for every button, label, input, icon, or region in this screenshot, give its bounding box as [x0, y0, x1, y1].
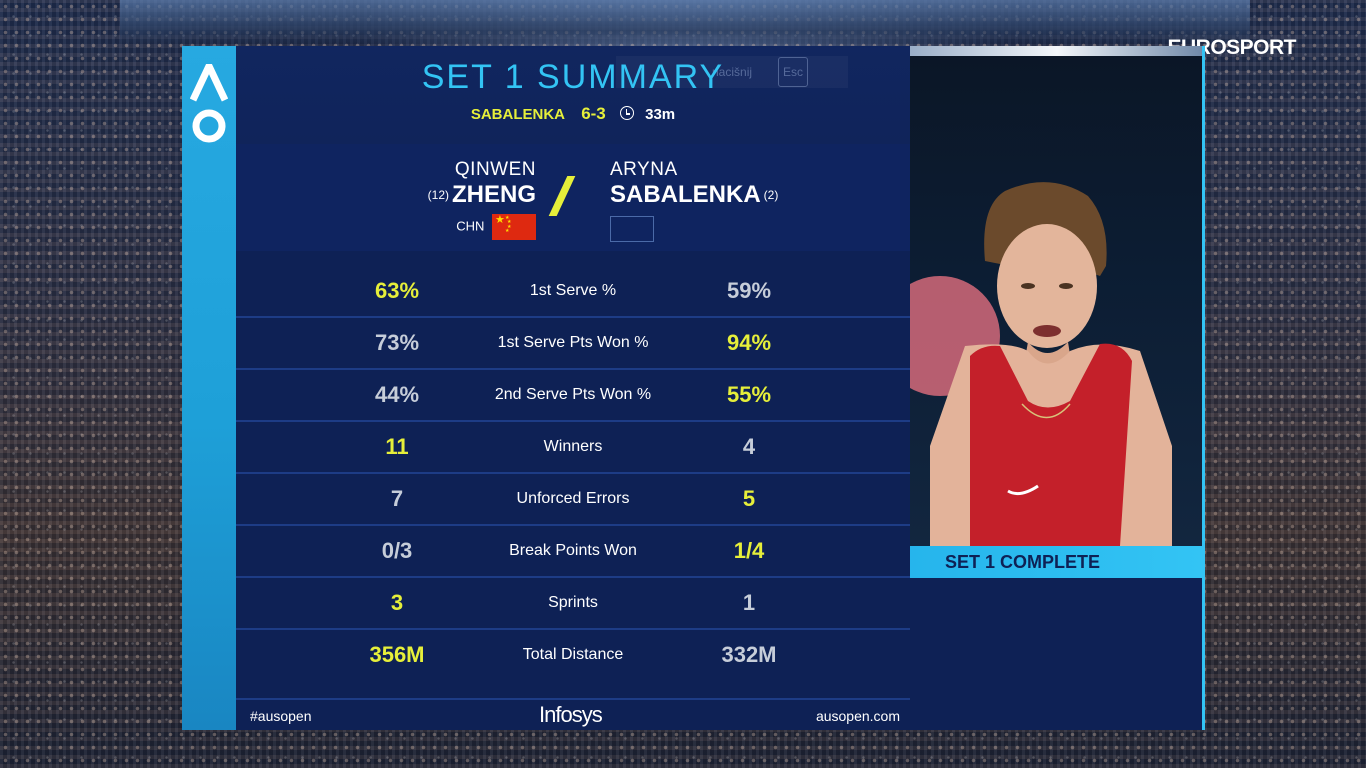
stat-right-value: 55%: [726, 382, 772, 407]
stat-right-value: 59%: [726, 278, 772, 303]
page-title: SET 1 SUMMARY: [421, 58, 725, 96]
summary-footer: #ausopen Infosys ausopen.com: [236, 698, 910, 732]
player-left: QINWEN (12) ZHENG CHN ★ ★ ★ ★ ★: [428, 159, 536, 240]
player-image: [930, 182, 1172, 546]
set-summary-panel: nacišnij Esc SET 1 SUMMARY SABALENKA 6-3…: [236, 46, 910, 730]
stat-right-value: 5: [742, 486, 756, 511]
fullscreen-hint-text: nacišnij: [712, 65, 753, 79]
stat-left-value: 63%: [374, 278, 420, 303]
stadium-light: [910, 46, 1204, 56]
hashtag: #ausopen: [250, 708, 312, 724]
player-left-last-name-line: (12) ZHENG: [428, 181, 536, 209]
player-left-country-line: CHN ★ ★ ★ ★ ★: [428, 214, 536, 240]
stat-label: Winners: [543, 438, 603, 455]
stat-label: 1st Serve %: [529, 282, 617, 299]
players-band: [236, 144, 910, 251]
panel-edge-accent: [1202, 46, 1205, 730]
stat-row: 3 Sprints 1: [236, 578, 910, 630]
stats-table: 63% 1st Serve % 59% 73% 1st Serve Pts Won % 9…: [236, 266, 910, 680]
stat-left-value: 44%: [374, 382, 420, 407]
stadium-roof: [120, 0, 1250, 44]
stat-right-value: 1: [742, 590, 756, 615]
stat-label: 1st Serve Pts Won %: [497, 334, 649, 351]
set-result: SABALENKA 6-3 33m: [236, 104, 910, 124]
stat-label: Unforced Errors: [516, 490, 630, 507]
website-link: ausopen.com: [815, 708, 900, 724]
set-complete-banner: SET 1 COMPLETE: [910, 546, 1204, 578]
stat-left-value: 3: [390, 590, 404, 615]
stat-left-value: 356M: [369, 642, 425, 667]
stat-row: 7 Unforced Errors 5: [236, 474, 910, 526]
player-right-last-name-line: SABALENKA (2): [610, 181, 778, 209]
stat-left-value: 11: [385, 434, 409, 459]
sponsor-logo: Infosys: [539, 702, 603, 727]
player-right-flag-line: [610, 209, 778, 246]
stat-right-value: 1/4: [733, 538, 765, 563]
stat-row: 44% 2nd Serve Pts Won % 55%: [236, 370, 910, 422]
stat-left-value: 7: [390, 486, 404, 511]
camera-feed: [910, 46, 1204, 546]
set-score: 6-3: [581, 104, 606, 123]
ao-brand-strip: [182, 46, 236, 730]
stat-row: 63% 1st Serve % 59%: [236, 266, 910, 318]
stat-right-value: 332M: [721, 642, 777, 667]
fullscreen-hint-overlay: nacišnij Esc: [616, 56, 848, 88]
stat-right-value: 4: [742, 434, 756, 459]
player-right: ARYNA SABALENKA (2): [610, 159, 778, 246]
player-camera-panel: SET 1 COMPLETE: [910, 46, 1204, 730]
stat-right-value: 94%: [726, 330, 772, 355]
set-winner: SABALENKA: [470, 106, 566, 123]
stat-row: 73% 1st Serve Pts Won % 94%: [236, 318, 910, 370]
neutral-flag-icon: [610, 216, 654, 242]
ao-logo-icon: [190, 64, 228, 143]
stat-row: 356M Total Distance 332M: [236, 630, 910, 680]
player-right-seed: (2): [763, 188, 779, 202]
player-left-last-name: ZHENG: [452, 181, 536, 208]
player-right-last-name: SABALENKA: [610, 181, 761, 208]
clock-icon: [619, 106, 634, 120]
stat-left-value: 73%: [374, 330, 420, 355]
stat-row: 0/3 Break Points Won 1/4: [236, 526, 910, 578]
player-left-country: CHN: [456, 218, 485, 234]
stat-label: Sprints: [548, 594, 598, 611]
stat-label: Break Points Won: [509, 542, 637, 559]
set-duration: 33m: [645, 106, 676, 123]
player-left-seed: (12): [427, 188, 449, 202]
stat-row: 11 Winners 4: [236, 422, 910, 474]
china-flag-icon: ★ ★ ★ ★ ★: [492, 214, 536, 240]
stat-label: Total Distance: [522, 646, 624, 663]
stat-label: 2nd Serve Pts Won %: [494, 386, 652, 403]
esc-key-button[interactable]: Esc: [778, 57, 808, 87]
player-left-first-name: QINWEN: [454, 159, 536, 180]
stat-left-value: 0/3: [381, 538, 413, 563]
player-right-first-name: ARYNA: [610, 159, 678, 180]
